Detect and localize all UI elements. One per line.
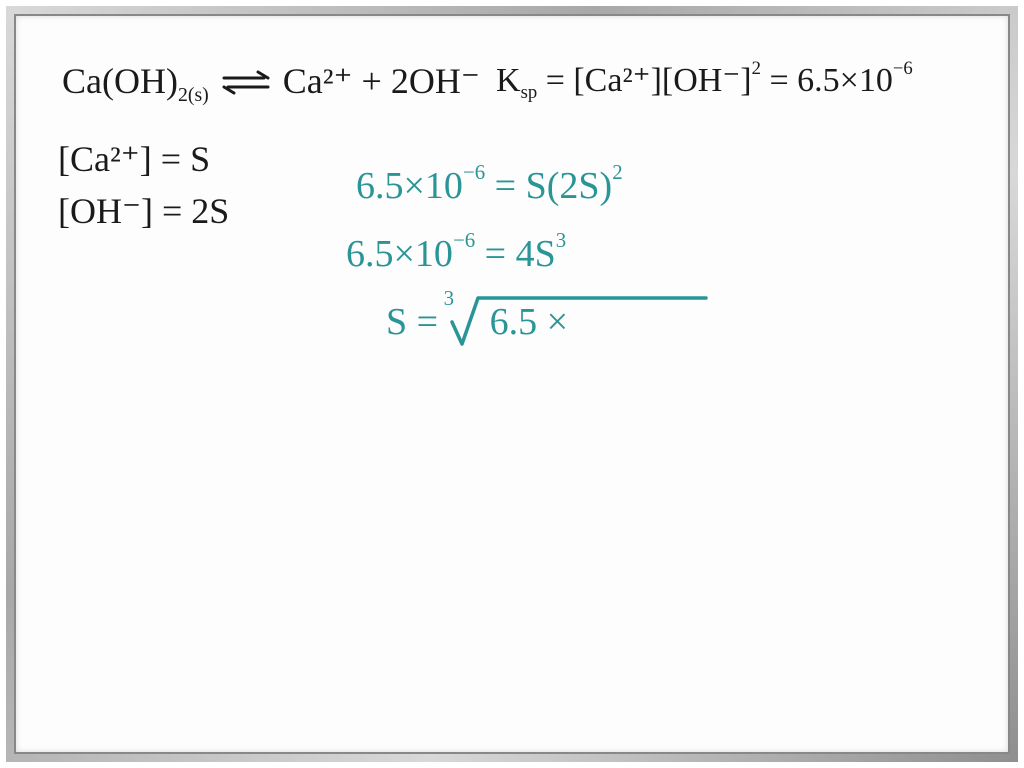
reactant: Ca(OH) (62, 61, 178, 101)
ca-conc-text: [Ca²⁺] = S (58, 139, 210, 179)
calc-step-3: S = 3 6.5 × (386, 292, 708, 352)
ksp-sub: sp (521, 82, 538, 103)
step2-rhs: = 4S (475, 233, 556, 275)
step1-sq: 2 (612, 160, 622, 184)
ksp-k: K (496, 62, 521, 99)
step2-cube: 3 (556, 228, 566, 252)
ksp-eq1: = [Ca²⁺][OH⁻] (537, 62, 751, 99)
ca-concentration: [Ca²⁺] = S (58, 138, 210, 180)
step2-exp: −6 (453, 228, 475, 252)
radicand: 6.5 × (490, 300, 568, 344)
oh-concentration: [OH⁻] = 2S (58, 190, 229, 232)
writing-area: Ca(OH)2(s) Ca²⁺ + 2OH⁻ Ksp = [Ca²⁺][OH⁻]… (46, 46, 978, 722)
step1-rhs: = S(2S) (485, 165, 612, 207)
ksp-sq: 2 (752, 58, 761, 79)
step3-lhs: S = (386, 301, 448, 343)
calc-step-2: 6.5×10−6 = 4S3 (346, 232, 566, 276)
step1-exp: −6 (463, 160, 485, 184)
step1-lhs: 6.5×10 (356, 165, 463, 207)
oh-conc-text: [OH⁻] = 2S (58, 191, 229, 231)
reactant-sub: 2(s) (178, 84, 209, 106)
reaction-equation: Ca(OH)2(s) Ca²⁺ + 2OH⁻ (62, 60, 480, 102)
calc-step-1: 6.5×10−6 = S(2S)2 (356, 164, 623, 208)
equilibrium-arrows-icon (218, 67, 274, 97)
ksp-exp: −6 (893, 58, 913, 79)
whiteboard-surface: Ca(OH)2(s) Ca²⁺ + 2OH⁻ Ksp = [Ca²⁺][OH⁻]… (14, 14, 1010, 754)
radical-icon (448, 292, 708, 352)
ksp-expression: Ksp = [Ca²⁺][OH⁻]2 = 6.5×10−6 (496, 60, 913, 100)
root-index: 3 (444, 286, 454, 311)
products: Ca²⁺ + 2OH⁻ (283, 61, 480, 101)
ksp-eq2: = 6.5×10 (761, 62, 893, 99)
step2-lhs: 6.5×10 (346, 233, 453, 275)
